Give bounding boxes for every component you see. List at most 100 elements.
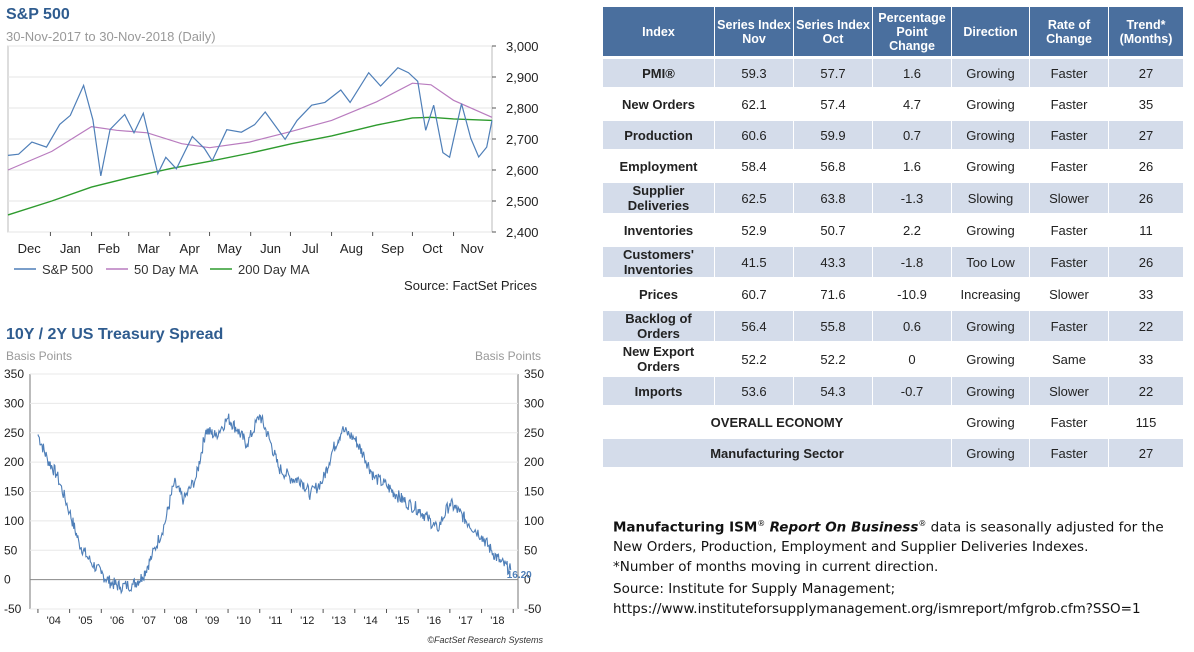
treasury-y-tick-label-left: 0: [4, 573, 11, 587]
treasury-y-tick-label-left: 150: [4, 485, 24, 499]
sp500-x-tick-label: Nov: [461, 241, 485, 256]
ism-note-reg: ®: [757, 519, 766, 528]
col-series-nov: Series Index Nov: [715, 7, 794, 59]
ism-cell-rate: Slower: [1030, 183, 1109, 216]
ism-source-line1: Source: Institute for Supply Management;: [613, 581, 896, 597]
ism-summary-row: OVERALL ECONOMY Growing Faster 115: [603, 408, 1183, 439]
sp500-x-tick-label: Sep: [381, 241, 404, 256]
ism-source-line2: https://www.instituteforsupplymanagement…: [613, 600, 1141, 617]
treasury-x-tick-label: '17: [459, 615, 473, 627]
ism-cell-rate: Faster: [1030, 247, 1109, 280]
sp500-x-tick-label: Oct: [422, 241, 443, 256]
treasury-y-tick-label-left: -50: [4, 602, 22, 616]
ism-cell-index: Production: [603, 121, 715, 152]
ism-note-reg2: ®: [918, 519, 927, 528]
ism-cell-pct-change: -1.8: [873, 247, 952, 280]
ism-cell-direction: Growing: [952, 90, 1030, 121]
ism-row: New Export Orders 52.2 52.2 0 Growing Same 33: [603, 344, 1183, 377]
ism-cell-trend: 26: [1109, 183, 1183, 216]
legend-ma50-label: 50 Day MA: [134, 262, 199, 277]
sp500-x-tick-label: Apr: [180, 241, 201, 256]
treasury-y-tick-label-left: 350: [4, 367, 24, 381]
sp500-200day-ma-line: [7, 116, 493, 216]
treasury-y-tick-label-left: 250: [4, 426, 24, 440]
ism-cell-index: Inventories: [603, 216, 715, 247]
ism-cell-series-oct: 59.9: [794, 121, 873, 152]
ism-cell-series-oct: 56.8: [794, 152, 873, 183]
ism-cell-direction: Too Low: [952, 247, 1030, 280]
ism-row: Supplier Deliveries 62.5 63.8 -1.3 Slowing Sl…: [603, 183, 1183, 216]
ism-cell-pct-change: 0.6: [873, 311, 952, 344]
ism-row: Production 60.6 59.9 0.7 Growing Faster 27: [603, 121, 1183, 152]
ism-cell-index: Customers' Inventories: [603, 247, 715, 280]
ism-source: Source: Institute for Supply Management;…: [613, 580, 1188, 619]
legend-ma200-label: 200 Day MA: [238, 262, 310, 277]
sp500-x-tick-label: Jul: [302, 241, 319, 256]
treasury-y-tick-label-left: 200: [4, 455, 24, 469]
ism-cell-series-oct: 43.3: [794, 247, 873, 280]
col-rate-of-change: Rate of Change: [1030, 7, 1109, 59]
sp500-y-tick-label: 3,000: [506, 39, 539, 54]
treasury-last-value-label: 16.20: [507, 570, 532, 581]
ism-summary-cell: 115: [1109, 408, 1183, 439]
sp500-y-tick-label: 2,600: [506, 163, 539, 178]
ism-cell-pct-change: 2.2: [873, 216, 952, 247]
ism-cell-trend: 11: [1109, 216, 1183, 247]
ism-cell-trend: 22: [1109, 377, 1183, 408]
ism-cell-direction: Growing: [952, 344, 1030, 377]
col-series-oct: Series Index Oct: [794, 7, 873, 59]
ism-cell-rate: Faster: [1030, 121, 1109, 152]
ism-cell-series-nov: 41.5: [715, 247, 794, 280]
ism-cell-series-nov: 60.6: [715, 121, 794, 152]
ism-cell-series-oct: 54.3: [794, 377, 873, 408]
sp500-50day-ma-line: [7, 82, 493, 171]
treasury-left-unit: Basis Points: [6, 349, 73, 363]
treasury-spread-line: [37, 413, 512, 595]
ism-cell-series-oct: 52.2: [794, 344, 873, 377]
sp500-x-tick-label: Feb: [98, 241, 120, 256]
ism-cell-index: Backlog of Orders: [603, 311, 715, 344]
ism-cell-series-nov: 60.7: [715, 280, 794, 311]
ism-summary-label: Manufacturing Sector: [603, 439, 952, 470]
ism-cell-series-oct: 71.6: [794, 280, 873, 311]
ism-summary-cell: Faster: [1030, 408, 1109, 439]
ism-cell-series-oct: 50.7: [794, 216, 873, 247]
sp500-subtitle: 30-Nov-2017 to 30-Nov-2018 (Daily): [6, 29, 216, 44]
ism-row: Backlog of Orders 56.4 55.8 0.6 Growing Faste…: [603, 311, 1183, 344]
ism-cell-series-oct: 55.8: [794, 311, 873, 344]
ism-summary-cell: Growing: [952, 408, 1030, 439]
ism-cell-index: New Orders: [603, 90, 715, 121]
sp500-source: Source: FactSet Prices: [404, 278, 537, 293]
ism-header-row: Index Series Index Nov Series Index Oct …: [603, 7, 1183, 59]
ism-cell-direction: Growing: [952, 152, 1030, 183]
treasury-y-tick-label-right: 150: [524, 485, 544, 499]
treasury-x-tick-label: '11: [269, 615, 283, 627]
ism-cell-index: Prices: [603, 280, 715, 311]
ism-row: PMI® 59.3 57.7 1.6 Growing Faster 27: [603, 59, 1183, 90]
ism-cell-trend: 33: [1109, 280, 1183, 311]
ism-note-trend: *Number of months moving in current dire…: [613, 558, 939, 575]
treasury-x-tick-label: '09: [205, 615, 219, 627]
treasury-x-tick-label: '05: [78, 615, 92, 627]
ism-cell-trend: 27: [1109, 59, 1183, 90]
ism-cell-direction: Growing: [952, 311, 1030, 344]
sp500-y-tick-label: 2,700: [506, 132, 539, 147]
ism-cell-series-nov: 62.1: [715, 90, 794, 121]
sp500-price-line: [7, 66, 493, 177]
sp500-y-tick-label: 2,800: [506, 101, 539, 116]
treasury-y-tick-label-left: 100: [4, 514, 24, 528]
sp500-x-tick-label: Jun: [260, 241, 281, 256]
ism-cell-pct-change: 4.7: [873, 90, 952, 121]
treasury-x-tick-label: '14: [363, 615, 377, 627]
ism-cell-direction: Growing: [952, 121, 1030, 152]
ism-cell-rate: Faster: [1030, 311, 1109, 344]
treasury-x-tick-label: '18: [490, 615, 504, 627]
sp500-chart: 2,400 2,500 2,600 2,700 2,800 2,900 3,000 Dec Ja…: [7, 39, 539, 293]
ism-cell-index: Supplier Deliveries: [603, 183, 715, 216]
treasury-y-tick-label-right: 0: [524, 573, 531, 587]
treasury-x-tick-label: '07: [142, 615, 156, 627]
ism-cell-pct-change: 0.7: [873, 121, 952, 152]
ism-cell-rate: Faster: [1030, 216, 1109, 247]
ism-cell-rate: Faster: [1030, 59, 1109, 90]
ism-cell-pct-change: -1.3: [873, 183, 952, 216]
